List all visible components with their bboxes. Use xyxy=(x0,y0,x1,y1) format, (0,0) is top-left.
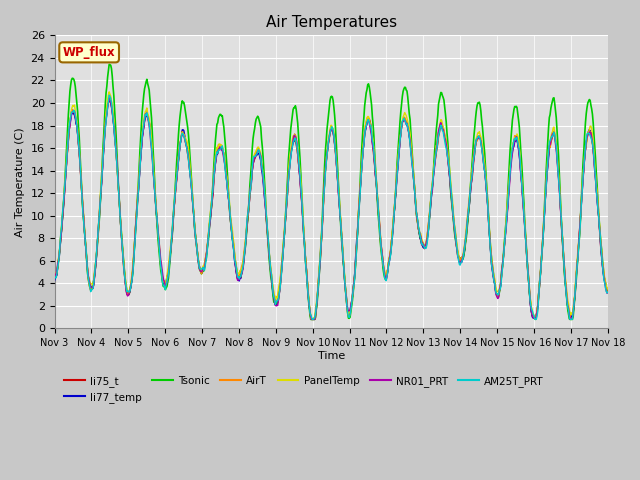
li75_t xyxy=(61,190,68,195)
li77_temp xyxy=(118,242,126,248)
PanelTemp xyxy=(61,185,68,191)
Line: NR01_PRT: NR01_PRT xyxy=(54,98,608,319)
li75_t xyxy=(604,288,612,294)
NR01_PRT xyxy=(204,241,211,247)
Line: li75_t: li75_t xyxy=(54,101,608,319)
li75_t xyxy=(308,316,316,322)
NR01_PRT xyxy=(51,274,58,280)
li77_temp xyxy=(400,117,408,123)
PanelTemp xyxy=(204,239,211,245)
li77_temp xyxy=(51,278,58,284)
PanelTemp xyxy=(118,242,126,248)
Title: Air Temperatures: Air Temperatures xyxy=(266,15,397,30)
AM25T_PRT xyxy=(175,158,182,164)
Tsonic xyxy=(175,132,182,138)
li77_temp xyxy=(416,235,424,241)
li75_t xyxy=(118,242,126,248)
NR01_PRT xyxy=(416,231,424,237)
PanelTemp xyxy=(416,230,424,236)
Line: AirT: AirT xyxy=(54,96,608,319)
li75_t xyxy=(106,98,113,104)
AM25T_PRT xyxy=(400,115,408,121)
Tsonic xyxy=(51,275,58,280)
Tsonic xyxy=(61,184,68,190)
li77_temp xyxy=(204,241,211,247)
Line: AM25T_PRT: AM25T_PRT xyxy=(54,95,608,319)
AirT xyxy=(604,288,612,294)
NR01_PRT xyxy=(61,190,68,195)
AM25T_PRT xyxy=(118,244,126,250)
AM25T_PRT xyxy=(308,316,316,322)
PanelTemp xyxy=(175,155,182,160)
NR01_PRT xyxy=(308,316,316,322)
AM25T_PRT xyxy=(416,232,424,238)
Tsonic xyxy=(307,316,315,322)
li77_temp xyxy=(308,316,316,322)
li75_t xyxy=(400,117,408,123)
NR01_PRT xyxy=(175,156,182,162)
NR01_PRT xyxy=(400,117,408,122)
li75_t xyxy=(51,276,58,282)
li77_temp xyxy=(604,289,612,295)
Tsonic xyxy=(604,289,612,295)
NR01_PRT xyxy=(106,95,113,101)
Tsonic xyxy=(416,233,424,239)
AM25T_PRT xyxy=(106,92,113,98)
li75_t xyxy=(175,158,182,164)
Line: PanelTemp: PanelTemp xyxy=(54,92,608,319)
AM25T_PRT xyxy=(51,276,58,281)
Tsonic xyxy=(106,61,113,67)
Y-axis label: Air Temperature (C): Air Temperature (C) xyxy=(15,127,25,237)
AM25T_PRT xyxy=(61,186,68,192)
li77_temp xyxy=(175,158,182,164)
NR01_PRT xyxy=(604,289,612,295)
PanelTemp xyxy=(400,112,408,118)
Tsonic xyxy=(118,241,126,247)
li75_t xyxy=(416,235,424,240)
li75_t xyxy=(204,240,211,245)
PanelTemp xyxy=(51,273,58,279)
AirT xyxy=(175,156,182,162)
AirT xyxy=(204,240,211,246)
X-axis label: Time: Time xyxy=(317,351,345,361)
AirT xyxy=(118,246,126,252)
Line: Tsonic: Tsonic xyxy=(54,64,608,319)
AirT xyxy=(308,316,316,322)
PanelTemp xyxy=(106,89,113,95)
Line: li77_temp: li77_temp xyxy=(54,99,608,319)
NR01_PRT xyxy=(118,245,126,251)
li77_temp xyxy=(106,96,113,102)
AM25T_PRT xyxy=(604,289,612,295)
AirT xyxy=(61,185,68,191)
Tsonic xyxy=(400,86,408,92)
AirT xyxy=(51,274,58,279)
AirT xyxy=(106,93,113,99)
li77_temp xyxy=(61,187,68,193)
AM25T_PRT xyxy=(204,241,211,247)
PanelTemp xyxy=(308,316,316,322)
PanelTemp xyxy=(604,286,612,291)
AirT xyxy=(416,231,424,237)
Tsonic xyxy=(204,241,211,247)
Legend: li75_t, li77_temp, Tsonic, AirT, PanelTemp, NR01_PRT, AM25T_PRT: li75_t, li77_temp, Tsonic, AirT, PanelTe… xyxy=(60,372,548,407)
Text: WP_flux: WP_flux xyxy=(63,46,115,59)
AirT xyxy=(400,114,408,120)
